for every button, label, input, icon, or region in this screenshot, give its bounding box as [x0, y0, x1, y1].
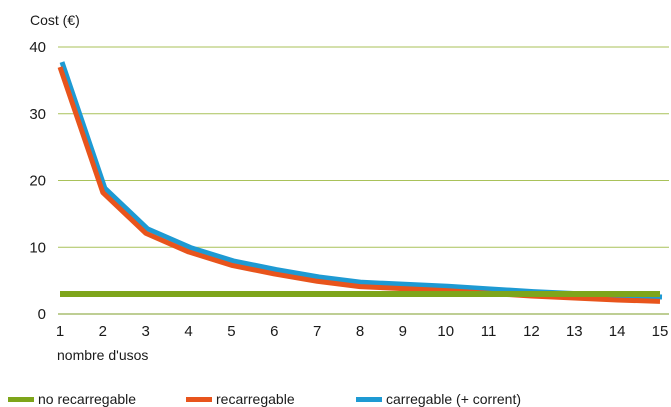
gridlines: [58, 46, 669, 248]
series-line-recarregable: [57, 66, 661, 304]
y-tick-labels: 0 10 20 30 40: [29, 39, 46, 323]
y-tick-label: 30: [29, 106, 46, 123]
x-tick-label: 2: [99, 323, 107, 340]
legend-item-no-recarregable: no recarregable: [8, 391, 136, 407]
x-tick-label: 14: [609, 323, 626, 340]
series-lines: [57, 61, 663, 304]
legend-label-no-recarregable: no recarregable: [38, 391, 137, 407]
y-tick-label: 10: [29, 239, 46, 256]
y-axis-label: Cost (€): [30, 12, 80, 28]
x-tick-label: 11: [481, 323, 497, 340]
x-tick-label: 8: [356, 323, 364, 340]
legend-swatch-no-recarregable: [8, 396, 34, 402]
legend-label-carregable: carregable (+ corrent): [386, 391, 522, 407]
y-tick-label: 0: [38, 306, 46, 323]
y-tick-label: 20: [29, 173, 46, 190]
x-tick-label: 3: [142, 323, 150, 340]
x-tick-label: 5: [227, 323, 235, 340]
legend-item-recarregable: recarregable: [186, 391, 295, 407]
y-tick-label: 40: [29, 39, 46, 56]
x-tick-label: 6: [270, 323, 278, 340]
x-tick-label: 4: [184, 323, 192, 340]
x-tick-label: 12: [523, 323, 540, 340]
legend-swatch-carregable: [356, 396, 382, 402]
x-tick-label: 1: [56, 323, 64, 340]
x-tick-label: 10: [437, 323, 454, 340]
x-axis-label: nombre d'usos: [57, 347, 149, 363]
series-line-carregable-corrent: [59, 61, 663, 300]
x-tick-labels: 1 2 3 4 5 6 7 8 9 10 11 12 13 14 15: [56, 323, 669, 340]
legend-swatch-recarregable: [186, 396, 212, 402]
x-tick-label: 9: [399, 323, 407, 340]
x-tick-label: 15: [652, 323, 669, 340]
legend-item-carregable: carregable (+ corrent): [356, 391, 521, 407]
legend-label-recarregable: recarregable: [216, 391, 295, 407]
x-tick-label: 7: [313, 323, 321, 340]
x-tick-label: 13: [566, 323, 583, 340]
